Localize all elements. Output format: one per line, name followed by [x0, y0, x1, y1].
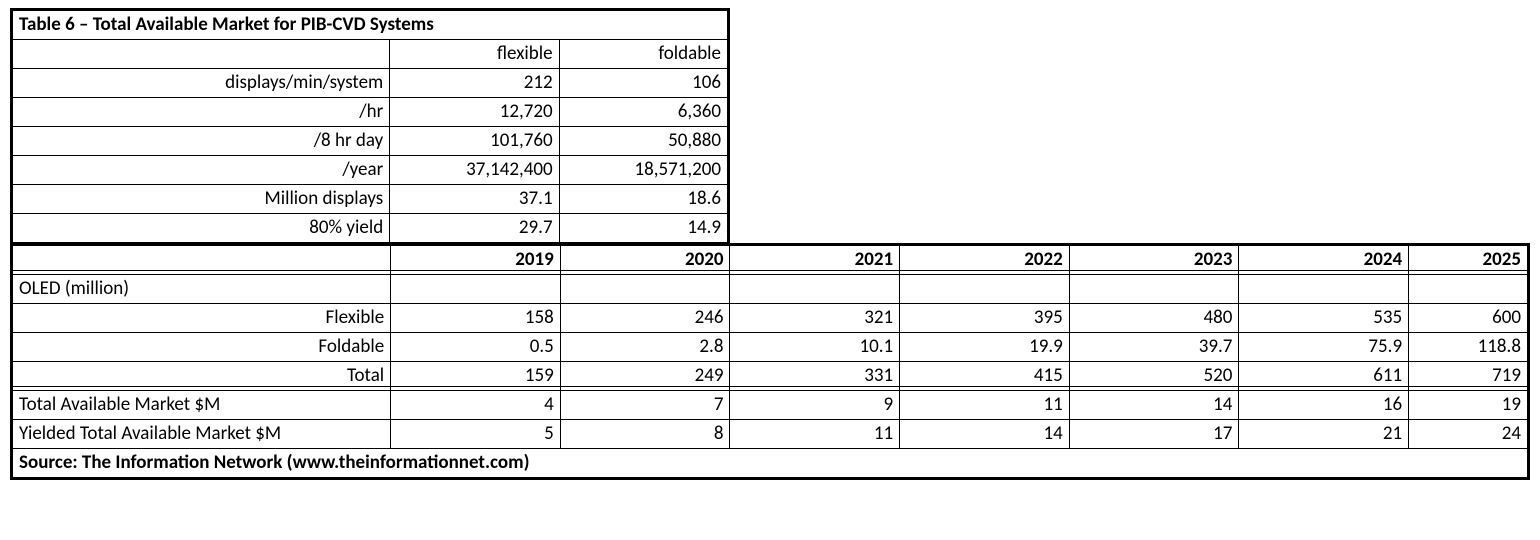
table-row: 80% yield 29.7 14.9	[12, 214, 729, 243]
table-row: Million displays 37.1 18.6	[12, 185, 729, 214]
table-row: Flexible 158 246 321 395 480 535 600	[12, 304, 1529, 333]
row-value: 50,880	[559, 127, 728, 156]
row-value: 9	[730, 391, 900, 420]
upper-col-flexible: flexible	[390, 40, 559, 69]
row-value: 37,142,400	[390, 156, 559, 185]
row-label: /8 hr day	[12, 127, 390, 156]
section-header: OLED (million)	[12, 275, 391, 304]
row-value: 600	[1409, 304, 1529, 333]
table-title: Table 6 – Total Available Market for PIB…	[12, 10, 729, 40]
row-label: /year	[12, 156, 390, 185]
table-row: /hr 12,720 6,360	[12, 98, 729, 127]
year-header-blank	[12, 245, 391, 275]
year-col: 2022	[900, 245, 1070, 275]
table-row: Total 159 249 331 415 520 611 719	[12, 362, 1529, 391]
row-value: 12,720	[390, 98, 559, 127]
row-value: 5	[391, 420, 561, 449]
row-value: 14	[900, 420, 1070, 449]
row-label: Foldable	[12, 333, 391, 362]
row-value: 24	[1409, 420, 1529, 449]
row-value: 19.9	[900, 333, 1070, 362]
row-label: 80% yield	[12, 214, 390, 243]
row-value: 246	[560, 304, 730, 333]
row-value: 415	[900, 362, 1070, 391]
row-value: 18,571,200	[559, 156, 728, 185]
row-value: 11	[730, 420, 900, 449]
row-label: /hr	[12, 98, 390, 127]
section-header-row: OLED (million)	[12, 275, 1529, 304]
row-value: 4	[391, 391, 561, 420]
row-value: 520	[1069, 362, 1239, 391]
year-header-row: 2019 2020 2021 2022 2023 2024 2025	[12, 245, 1529, 275]
year-col: 2025	[1409, 245, 1529, 275]
table-row: /year 37,142,400 18,571,200	[12, 156, 729, 185]
page-root: Table 6 – Total Available Market for PIB…	[0, 0, 1540, 540]
row-label: Total Available Market $M	[12, 391, 391, 420]
row-value: 75.9	[1239, 333, 1409, 362]
row-value: 39.7	[1069, 333, 1239, 362]
row-value: 2.8	[560, 333, 730, 362]
row-value: 21	[1239, 420, 1409, 449]
year-col: 2024	[1239, 245, 1409, 275]
upper-table: Table 6 – Total Available Market for PIB…	[10, 8, 730, 243]
row-value: 118.8	[1409, 333, 1529, 362]
upper-col-foldable: foldable	[559, 40, 728, 69]
row-value: 0.5	[391, 333, 561, 362]
row-value: 331	[730, 362, 900, 391]
ytam-row: Yielded Total Available Market $M 5 8 11…	[12, 420, 1529, 449]
row-value: 18.6	[559, 185, 728, 214]
row-value: 16	[1239, 391, 1409, 420]
row-value: 249	[560, 362, 730, 391]
source-row: Source: The Information Network (www.the…	[12, 449, 1529, 479]
source-text: Source: The Information Network (www.the…	[12, 449, 1529, 479]
row-value: 212	[390, 69, 559, 98]
row-value: 611	[1239, 362, 1409, 391]
row-value: 6,360	[559, 98, 728, 127]
row-value: 106	[559, 69, 728, 98]
row-value: 19	[1409, 391, 1529, 420]
upper-header-row: flexible foldable	[12, 40, 729, 69]
lower-table: 2019 2020 2021 2022 2023 2024 2025 OLED …	[10, 243, 1530, 480]
row-label: Million displays	[12, 185, 390, 214]
row-value: 480	[1069, 304, 1239, 333]
row-value: 321	[730, 304, 900, 333]
row-value: 14.9	[559, 214, 728, 243]
row-value: 29.7	[390, 214, 559, 243]
row-value: 10.1	[730, 333, 900, 362]
upper-header-blank	[12, 40, 390, 69]
year-col: 2023	[1069, 245, 1239, 275]
table-title-row: Table 6 – Total Available Market for PIB…	[12, 10, 729, 40]
year-col: 2021	[730, 245, 900, 275]
row-value: 395	[900, 304, 1070, 333]
row-value: 14	[1069, 391, 1239, 420]
row-value: 17	[1069, 420, 1239, 449]
row-label: Yielded Total Available Market $M	[12, 420, 391, 449]
row-value: 535	[1239, 304, 1409, 333]
row-label: displays/min/system	[12, 69, 390, 98]
row-value: 11	[900, 391, 1070, 420]
row-label: Flexible	[12, 304, 391, 333]
table-row: /8 hr day 101,760 50,880	[12, 127, 729, 156]
row-value: 101,760	[390, 127, 559, 156]
row-value: 719	[1409, 362, 1529, 391]
row-value: 8	[560, 420, 730, 449]
row-value: 37.1	[390, 185, 559, 214]
row-value: 159	[391, 362, 561, 391]
row-value: 7	[560, 391, 730, 420]
year-col: 2020	[560, 245, 730, 275]
row-label: Total	[12, 362, 391, 391]
row-value: 158	[391, 304, 561, 333]
table-row: Foldable 0.5 2.8 10.1 19.9 39.7 75.9 118…	[12, 333, 1529, 362]
year-col: 2019	[391, 245, 561, 275]
tam-row: Total Available Market $M 4 7 9 11 14 16…	[12, 391, 1529, 420]
table-row: displays/min/system 212 106	[12, 69, 729, 98]
